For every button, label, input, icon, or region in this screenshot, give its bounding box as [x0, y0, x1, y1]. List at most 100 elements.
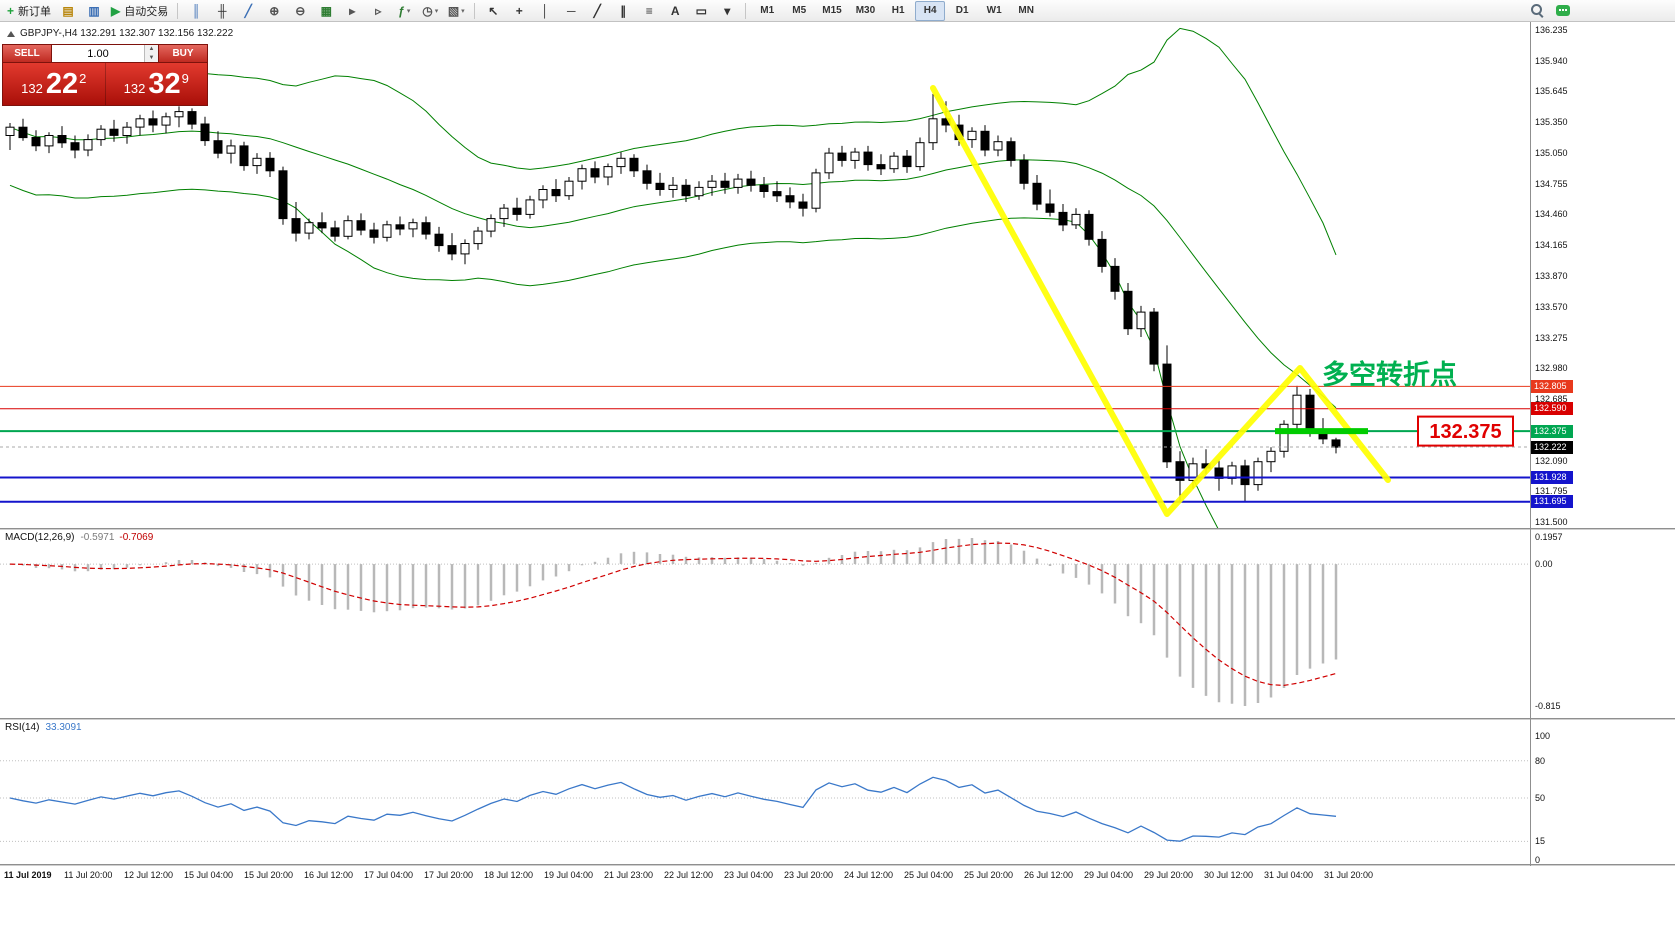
search-button[interactable] [1525, 1, 1549, 21]
time-axis[interactable]: 11 Jul 2019 11 Jul 20:00 12 Jul 12:00 15 Ju… [0, 866, 1530, 884]
candle-body [1175, 461, 1185, 481]
fibonacci-button[interactable]: ≡ [637, 1, 661, 21]
candle [486, 214, 496, 238]
equidistant-channel-button[interactable]: ∥ [611, 1, 635, 21]
indicators-button[interactable]: ƒ ▾ [392, 1, 416, 21]
zigzag-trend-annotation[interactable] [930, 85, 1391, 517]
price-callout-box[interactable] [1417, 415, 1514, 447]
buy-price[interactable]: 132 32 9 [104, 63, 208, 105]
price-scale-tick: 132.685 [1535, 393, 1568, 404]
chat-button[interactable] [1551, 1, 1575, 21]
candle [642, 164, 652, 190]
new-order-button[interactable]: + 新订单 [4, 1, 54, 21]
equidistant-channel-icon: ∥ [620, 3, 627, 18]
current-price-tag: 132.222 [1531, 440, 1573, 454]
buy-button[interactable]: BUY [158, 44, 208, 63]
timeframe-MN[interactable]: MN [1011, 1, 1041, 21]
candle [5, 123, 15, 150]
one-click-toggle-icon[interactable] [7, 30, 15, 37]
price-scale[interactable]: 136.235 135.940 135.645 135.350 135.050 134.7… [1531, 22, 1675, 884]
profiles-button[interactable]: ▤ [56, 1, 80, 21]
ohlc-text: GBPJPY-,H4 132.291 132.307 132.156 132.2… [20, 28, 234, 39]
candle-body [629, 157, 639, 172]
candle [863, 145, 873, 171]
candle [1019, 154, 1029, 190]
candlestick-chart-icon: ╫ [217, 3, 227, 18]
zoom-out-button[interactable]: ⊖ [288, 1, 312, 21]
candle [369, 222, 379, 244]
sell-button[interactable]: SELL [2, 44, 52, 63]
timeframe-H1[interactable]: H1 [883, 1, 913, 21]
candle [109, 119, 119, 142]
volume-up-icon[interactable]: ▲ [145, 45, 158, 54]
line-chart-button[interactable]: ╱ [236, 1, 260, 21]
charts-window-button[interactable]: ▥ [82, 1, 106, 21]
candle-body [681, 184, 691, 197]
price-callout-text: 132.375 [1429, 421, 1501, 443]
candle-body [1045, 203, 1055, 213]
timeframe-M15[interactable]: M15 [816, 1, 847, 21]
zoom-in-button[interactable]: ⊕ [262, 1, 286, 21]
volume-down-icon[interactable]: ▼ [145, 53, 158, 62]
macd-scale-zero: 0.00 [1535, 559, 1553, 570]
charts-window-icon: ▥ [88, 3, 100, 18]
price-scale-tick: 132.090 [1535, 455, 1568, 466]
horizontal-line-button[interactable]: ─ [559, 1, 583, 21]
candle-body [200, 123, 210, 142]
volume-input[interactable] [52, 45, 144, 62]
macd-panel[interactable] [0, 530, 1530, 718]
text-tool-button[interactable]: A [663, 1, 687, 21]
periods-button[interactable]: ◷ ▾ [418, 1, 442, 21]
candlestick-chart-button[interactable]: ╫ [210, 1, 234, 21]
text-tool-icon: A [670, 3, 680, 18]
crosshair-button[interactable]: + [507, 1, 531, 21]
horizontal-line-icon: ─ [566, 3, 576, 18]
toolbar-right-group [1524, 1, 1576, 21]
price-tag-131.695: 131.695 [1531, 495, 1573, 509]
chart-shift-button[interactable]: ▹ [366, 1, 390, 21]
candle [889, 152, 899, 173]
autotrading-button[interactable]: ▶ 自动交易 [108, 1, 171, 21]
timeframe-H4[interactable]: H4 [915, 0, 946, 21]
time-label: 11 Jul 20:00 [64, 870, 113, 880]
volume-box: ▲ ▼ [52, 44, 158, 63]
turning-point-note[interactable]: 多空转折点 [1322, 359, 1457, 390]
timeframe-M30[interactable]: M30 [850, 1, 881, 21]
timeframe-M1[interactable]: M1 [752, 1, 782, 21]
timeframe-D1[interactable]: D1 [947, 1, 977, 21]
rsi-panel[interactable] [0, 720, 1530, 864]
price-scale-tick: 134.755 [1535, 178, 1568, 189]
shapes-button[interactable]: ▾ [715, 1, 739, 21]
trendline-button[interactable]: ╱ [585, 1, 609, 21]
candle-body [928, 118, 938, 144]
price-chart[interactable]: 多空转折点 132.375 [0, 22, 1530, 528]
candle [538, 185, 548, 209]
timeframe-W1[interactable]: W1 [979, 1, 1009, 21]
buy-price-pip: 9 [181, 71, 189, 86]
candle [421, 216, 431, 240]
crosshair-icon: + [515, 3, 523, 18]
candle [772, 181, 782, 202]
tile-windows-button[interactable]: ▦ [314, 1, 338, 21]
panel-separator[interactable] [0, 718, 1675, 720]
candle [993, 135, 1003, 157]
autotrading-label: 自动交易 [124, 5, 169, 18]
templates-button[interactable]: ▧ ▾ [444, 1, 468, 21]
auto-scroll-button[interactable]: ▸ [340, 1, 364, 21]
arrow-label-button[interactable]: ▭ [689, 1, 713, 21]
sell-price-big: 22 [45, 67, 79, 100]
price-scale-tick: 135.350 [1535, 117, 1568, 127]
candle-body [252, 157, 262, 167]
bar-chart-button[interactable]: ║ [184, 1, 208, 21]
vertical-line-button[interactable]: │ [533, 1, 557, 21]
toolbar-separator [745, 2, 747, 19]
candle-body [824, 152, 834, 174]
cursor-button[interactable]: ↖ [481, 1, 505, 21]
sell-price[interactable]: 132 22 2 [3, 63, 105, 105]
candle [590, 161, 600, 184]
candle [356, 213, 366, 236]
candle [460, 239, 470, 265]
autotrading-icon: ▶ [111, 3, 121, 18]
timeframe-M5[interactable]: M5 [784, 1, 814, 21]
panel-separator[interactable] [0, 528, 1675, 530]
